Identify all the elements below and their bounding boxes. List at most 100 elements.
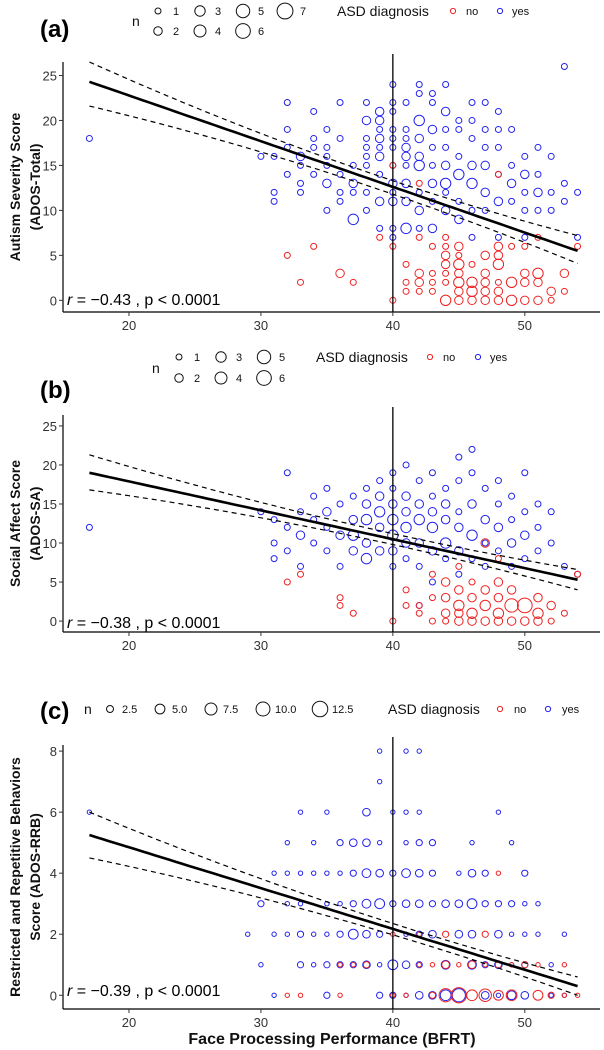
ci-upper-line — [89, 454, 578, 571]
data-point-no — [453, 276, 465, 289]
data-point-yes — [442, 555, 450, 563]
data-point-no — [466, 989, 478, 1002]
data-point-yes — [535, 931, 541, 937]
data-point-yes — [348, 838, 358, 847]
data-point-yes — [323, 206, 331, 214]
r-symbol: r — [67, 615, 73, 632]
panel-c: (c) n 2.5 5.0 7.5 10.0 12.5 ASD diagnosis no yes R… — [7, 698, 600, 1048]
data-point-no — [454, 608, 464, 619]
data-point-yes — [428, 98, 436, 106]
data-point-yes — [414, 151, 424, 162]
data-point-no — [428, 287, 436, 295]
data-point-yes — [454, 929, 464, 939]
data-point-yes — [494, 547, 502, 555]
y-axis-title: Social Affect Score — [7, 460, 23, 587]
points — [86, 748, 581, 1004]
data-point-yes — [296, 930, 305, 938]
data-point-yes — [336, 134, 344, 142]
data-point-yes — [481, 900, 489, 908]
data-point-yes — [428, 869, 437, 877]
data-point-no — [416, 962, 422, 968]
data-point-yes — [521, 152, 529, 160]
data-point-yes — [362, 960, 371, 970]
data-point-yes — [375, 868, 384, 878]
data-point-yes — [336, 197, 344, 205]
data-point-no — [506, 616, 517, 626]
data-point-yes — [401, 899, 411, 909]
size-legend-circle — [311, 700, 329, 718]
data-point-yes — [284, 901, 290, 907]
data-point-yes — [414, 205, 424, 216]
data-point-yes — [560, 179, 568, 187]
data-point-no — [453, 258, 465, 271]
panel-label: (c) — [40, 698, 69, 725]
data-point-no — [532, 989, 544, 1001]
size-legend-circle — [174, 373, 184, 383]
r-symbol: r — [67, 292, 73, 309]
data-point-yes — [560, 62, 568, 70]
data-point-no — [480, 616, 490, 626]
data-point-yes — [401, 491, 411, 501]
data-point-no — [521, 242, 529, 250]
color-legend-label: yes — [512, 6, 530, 18]
data-point-yes — [296, 562, 304, 570]
data-point-yes — [415, 839, 423, 847]
data-point-no — [533, 277, 543, 288]
ci-upper-line — [89, 811, 578, 978]
data-point-no — [440, 259, 451, 270]
data-point-yes — [547, 152, 555, 160]
data-point-yes — [468, 134, 476, 142]
data-point-no — [493, 577, 504, 587]
data-point-yes — [427, 124, 438, 135]
data-point-no — [480, 277, 490, 288]
data-point-no — [559, 268, 570, 279]
data-point-yes — [310, 870, 317, 876]
data-point-yes — [534, 206, 542, 214]
data-point-yes — [374, 196, 385, 207]
y-tick-label: 25 — [43, 419, 57, 434]
color-legend-yes-marker — [496, 7, 504, 15]
x-tick-label: 40 — [386, 638, 400, 653]
data-point-no — [495, 870, 502, 876]
data-point-no — [454, 286, 464, 297]
data-point-yes — [560, 562, 568, 570]
data-point-yes — [283, 98, 291, 106]
data-point-no — [492, 258, 505, 271]
data-point-yes — [361, 538, 372, 548]
data-point-yes — [442, 80, 450, 88]
data-point-yes — [427, 223, 438, 234]
data-point-no — [283, 578, 291, 586]
data-point-yes — [270, 152, 278, 160]
data-point-yes — [336, 961, 344, 969]
data-point-no — [493, 241, 504, 252]
data-point-yes — [374, 133, 385, 144]
data-point-no — [402, 586, 410, 594]
data-point-no — [546, 286, 556, 297]
data-point-yes — [295, 530, 306, 540]
data-point-no — [415, 233, 423, 241]
data-point-yes — [324, 931, 330, 937]
data-point-no — [439, 294, 452, 307]
data-point-yes — [362, 484, 370, 492]
size-legend-circle — [194, 5, 206, 17]
data-point-yes — [322, 178, 332, 189]
data-point-no — [532, 607, 544, 619]
size-legend-label: 5.0 — [172, 704, 187, 716]
data-point-yes — [310, 962, 317, 968]
x-tick-label: 40 — [386, 318, 400, 333]
data-point-no — [442, 242, 450, 250]
x-tick-label: 30 — [254, 1015, 268, 1030]
y-tick-label: 15 — [43, 158, 57, 173]
correlation-annotation: r = −0.39 , p < 0.0001 — [67, 983, 221, 1000]
data-point-yes — [283, 547, 291, 555]
y-tick-label: 2 — [50, 927, 57, 942]
panel-label: (b) — [40, 377, 71, 404]
data-point-yes — [376, 224, 384, 232]
data-point-yes — [362, 134, 370, 142]
data-point-no — [454, 616, 464, 626]
data-point-yes — [361, 499, 372, 509]
data-point-yes — [402, 134, 410, 142]
data-point-yes — [284, 931, 290, 937]
data-point-no — [532, 267, 544, 280]
